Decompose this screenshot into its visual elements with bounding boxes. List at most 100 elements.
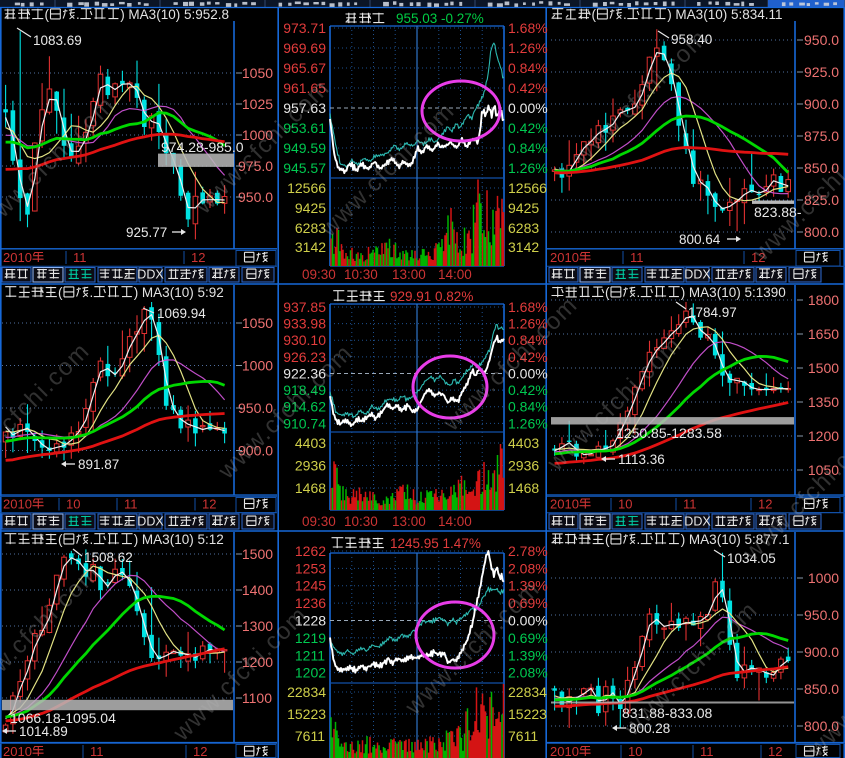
svg-text:1253: 1253 xyxy=(295,560,326,576)
svg-text:.: . xyxy=(90,532,94,547)
svg-text:2.08%: 2.08% xyxy=(508,665,548,681)
svg-text:1500: 1500 xyxy=(808,360,839,376)
svg-text:918.49: 918.49 xyxy=(283,382,326,398)
svg-text:13:00: 13:00 xyxy=(392,514,426,529)
svg-text:DDX: DDX xyxy=(684,515,711,529)
svg-text:.: . xyxy=(623,7,627,22)
svg-text:957.63: 957.63 xyxy=(283,100,326,116)
svg-text:850.0: 850.0 xyxy=(804,160,839,176)
svg-text:) MA3(10) 5:92: ) MA3(10) 5:92 xyxy=(134,285,224,300)
svg-text:891.87: 891.87 xyxy=(78,457,119,472)
svg-text:1350: 1350 xyxy=(808,394,839,410)
svg-text:1219: 1219 xyxy=(295,630,326,646)
svg-text:1200: 1200 xyxy=(242,654,273,670)
svg-text:22834: 22834 xyxy=(287,684,326,700)
svg-text:0.69%: 0.69% xyxy=(508,595,548,611)
svg-text:1050: 1050 xyxy=(808,462,839,478)
svg-text:1250.85-1283.58: 1250.85-1283.58 xyxy=(616,425,722,441)
svg-text:1113.36: 1113.36 xyxy=(618,452,665,467)
svg-text:1784.97: 1784.97 xyxy=(688,305,737,320)
svg-text:10: 10 xyxy=(618,497,632,512)
svg-text:09:30: 09:30 xyxy=(302,267,336,282)
svg-text:10:30: 10:30 xyxy=(344,267,378,282)
svg-text:1.26%: 1.26% xyxy=(508,415,548,431)
svg-text:925.77: 925.77 xyxy=(126,225,167,240)
svg-text:1800: 1800 xyxy=(808,292,839,308)
svg-text:949.59: 949.59 xyxy=(283,140,326,156)
svg-text:914.62: 914.62 xyxy=(283,399,326,415)
svg-text:1.68%: 1.68% xyxy=(508,299,548,315)
svg-text:950.0: 950.0 xyxy=(804,32,839,48)
svg-text:1650: 1650 xyxy=(808,326,839,342)
svg-text:1050: 1050 xyxy=(242,65,273,81)
svg-text:925.0: 925.0 xyxy=(804,64,839,80)
svg-text:823.88-: 823.88- xyxy=(754,204,802,220)
svg-text:2010: 2010 xyxy=(3,250,32,265)
svg-text:14:00: 14:00 xyxy=(438,267,472,282)
svg-text:1.39%: 1.39% xyxy=(508,647,548,663)
svg-text:2010: 2010 xyxy=(550,744,579,758)
svg-text:800.0: 800.0 xyxy=(804,718,839,734)
svg-text:11: 11 xyxy=(90,744,104,758)
svg-text:.: . xyxy=(90,285,94,300)
svg-text:1025: 1025 xyxy=(242,96,273,112)
svg-text:973.71: 973.71 xyxy=(283,20,326,36)
svg-text:1.68%: 1.68% xyxy=(508,20,548,36)
svg-text:1034.05: 1034.05 xyxy=(727,551,776,566)
svg-text:.: . xyxy=(76,7,80,22)
svg-text:875.0: 875.0 xyxy=(804,128,839,144)
svg-text:2936: 2936 xyxy=(295,458,326,474)
svg-text:950.0: 950.0 xyxy=(238,400,273,416)
svg-text:0.84%: 0.84% xyxy=(508,332,548,348)
svg-text:(: ( xyxy=(58,532,63,547)
svg-text:1.26%: 1.26% xyxy=(508,40,548,56)
svg-text:.: . xyxy=(637,532,641,547)
svg-text:1100: 1100 xyxy=(242,690,272,706)
svg-text:825.0: 825.0 xyxy=(804,192,839,208)
svg-text:2010: 2010 xyxy=(3,497,32,512)
svg-text:(: ( xyxy=(45,7,50,22)
svg-text:7611: 7611 xyxy=(508,728,538,744)
svg-text:958.40: 958.40 xyxy=(671,32,712,47)
svg-text:1050: 1050 xyxy=(242,315,273,331)
svg-text:933.98: 933.98 xyxy=(283,316,326,332)
svg-text:1245: 1245 xyxy=(295,578,326,594)
svg-text:12566: 12566 xyxy=(508,180,547,196)
svg-text:1.39%: 1.39% xyxy=(508,578,548,594)
svg-text:1400: 1400 xyxy=(242,582,273,598)
svg-text:3142: 3142 xyxy=(295,239,326,255)
svg-text:1014.89: 1014.89 xyxy=(19,724,68,739)
svg-text:12: 12 xyxy=(751,250,765,265)
svg-text:900.0: 900.0 xyxy=(238,443,273,459)
svg-text:7611: 7611 xyxy=(295,728,325,744)
svg-text:900.0: 900.0 xyxy=(804,96,839,112)
svg-text:0.42%: 0.42% xyxy=(508,120,548,136)
svg-text:800.28: 800.28 xyxy=(629,721,670,736)
svg-text:12566: 12566 xyxy=(287,180,326,196)
svg-text:950.0: 950.0 xyxy=(238,189,273,205)
svg-text:10: 10 xyxy=(66,497,80,512)
svg-text:1.26%: 1.26% xyxy=(508,160,548,176)
svg-text:937.85: 937.85 xyxy=(283,299,326,315)
svg-text:2.78%: 2.78% xyxy=(508,543,548,559)
svg-text:1245.95 1.47%: 1245.95 1.47% xyxy=(390,536,481,551)
svg-text:12: 12 xyxy=(768,744,782,758)
svg-text:922.36: 922.36 xyxy=(283,366,326,382)
svg-text:) MA3(10) 5:877.1: ) MA3(10) 5:877.1 xyxy=(681,532,790,547)
svg-text:2936: 2936 xyxy=(508,458,539,474)
svg-text:1500: 1500 xyxy=(242,546,273,562)
svg-text:1508.62: 1508.62 xyxy=(84,550,133,565)
svg-text:975.0: 975.0 xyxy=(238,158,273,174)
svg-text:10: 10 xyxy=(628,744,642,758)
svg-text:13:00: 13:00 xyxy=(392,267,426,282)
svg-text:1236: 1236 xyxy=(295,595,326,611)
svg-text:1000: 1000 xyxy=(242,358,273,374)
svg-text:800.0: 800.0 xyxy=(804,224,839,240)
svg-text:1300: 1300 xyxy=(242,618,273,634)
svg-text:11: 11 xyxy=(73,250,87,265)
svg-text:0.84%: 0.84% xyxy=(508,140,548,156)
svg-text:(: ( xyxy=(58,285,63,300)
svg-text:15223: 15223 xyxy=(508,706,547,722)
svg-text:.: . xyxy=(637,285,641,300)
svg-text:11: 11 xyxy=(683,497,697,512)
